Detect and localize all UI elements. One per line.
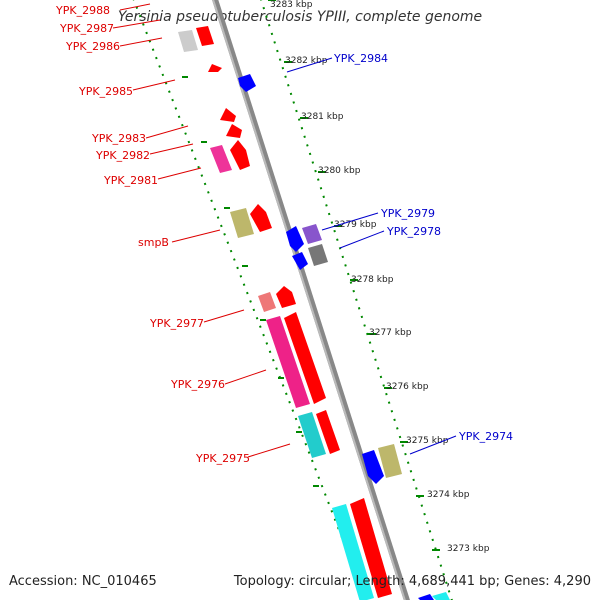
tick-label: 3278 kbp [351, 275, 394, 285]
leader-line [119, 37, 163, 47]
gene-label: YPK_2975 [195, 452, 250, 465]
gene-box-pink [210, 145, 232, 173]
inner-dashes [182, 76, 319, 487]
genome-backbone [212, 0, 410, 600]
gene-label: YPK_2974 [458, 430, 513, 443]
leader-line [145, 125, 189, 139]
gene-label: YPK_2977 [149, 317, 204, 330]
gene-box-cyan [332, 504, 374, 600]
gene-label: smpB [138, 236, 169, 249]
gene-arrow-red [220, 108, 236, 122]
gene-label: YPK_2988 [55, 4, 110, 17]
left-labels [112, 3, 291, 458]
tick-label: 3275 kbp [406, 436, 449, 446]
tick-label: 3274 kbp [427, 490, 470, 500]
tick-label: 3277 kbp [369, 328, 412, 338]
tick-label: 3273 kbp [447, 544, 490, 554]
gene-label: YPK_2982 [95, 149, 150, 162]
genome-backbone-highlight [212, 0, 406, 600]
gene-arrow-red [250, 204, 272, 232]
accession-label: Accession: NC_010465 [9, 574, 157, 589]
gene-arrow-blue [362, 450, 384, 484]
gene-arrow-red [230, 140, 250, 170]
leader-line [224, 369, 267, 385]
leader-line [286, 57, 333, 73]
tick-label: 3281 kbp [301, 112, 344, 122]
gene-box-magenta [266, 316, 310, 408]
gene-label: YPK_2981 [103, 174, 158, 187]
leader-line [171, 229, 221, 243]
gene-arrow-blue [238, 74, 256, 92]
left-label-text: YPK_2988 YPK_2987 YPK_2986 YPK_2985 YPK_… [55, 4, 250, 465]
gene-arrow-red [226, 124, 242, 138]
genome-title: Yersinia pseudotuberculosis YPIII, compl… [117, 9, 483, 25]
genome-summary: Topology: circular; Length: 4,689,441 bp… [233, 574, 591, 589]
gene-arrow-blue [286, 226, 304, 252]
gene-label: YPK_2986 [65, 40, 120, 53]
leader-line [132, 79, 176, 91]
right-label-text: YPK_2984 YPK_2979 YPK_2978 YPK_2974 [333, 52, 513, 443]
leader-line [149, 143, 194, 155]
leader-line [203, 309, 245, 323]
gene-box-gray [178, 30, 198, 52]
gene-box-khaki [230, 208, 254, 238]
kbp-labels: 3283 kbp 3282 kbp 3281 kbp 3280 kbp 3279… [270, 0, 490, 554]
tick-label: 3283 kbp [270, 0, 313, 10]
leader-line [247, 443, 291, 458]
tick-label: 3282 kbp [285, 56, 328, 66]
gene-label: YPK_2978 [386, 225, 441, 238]
gene-arrow-red [276, 286, 296, 308]
leader-line [112, 19, 161, 29]
gene-box-khaki [378, 444, 402, 478]
gene-label: YPK_2987 [59, 22, 114, 35]
gene-label: YPK_2979 [380, 207, 435, 220]
gene-box-cyan [432, 592, 450, 600]
gene-box-gray-dark [308, 244, 328, 266]
gene-label: YPK_2985 [78, 85, 133, 98]
gene-arrow-red [208, 64, 222, 72]
gene-label: YPK_2976 [170, 378, 225, 391]
tick-label: 3276 kbp [386, 382, 429, 392]
gene-blocks [178, 26, 392, 600]
gene-arrow-red [350, 498, 392, 598]
kbp-ticks [268, 0, 440, 551]
gene-label: YPK_2983 [91, 132, 146, 145]
gene-arrow-blue [418, 594, 434, 600]
reverse-gene-blocks [238, 74, 450, 600]
leader-line [119, 3, 151, 11]
gene-box-cyan [298, 412, 326, 458]
tick-label: 3279 kbp [334, 220, 377, 230]
gene-arrow-red [284, 312, 326, 404]
gene-arrow-red [196, 26, 214, 46]
gene-arrow-red [316, 410, 340, 454]
gene-box-purple [302, 224, 322, 244]
gene-arrow-blue [292, 252, 308, 270]
leader-line [321, 212, 379, 231]
right-labels [286, 57, 457, 455]
leader-line [339, 230, 385, 249]
gene-box-salmon [258, 292, 276, 312]
leader-line [157, 167, 202, 180]
guide-line-inner-right [260, 0, 453, 600]
leader-line [409, 435, 457, 455]
tick-label: 3280 kbp [318, 166, 361, 176]
gene-label: YPK_2984 [333, 52, 388, 65]
